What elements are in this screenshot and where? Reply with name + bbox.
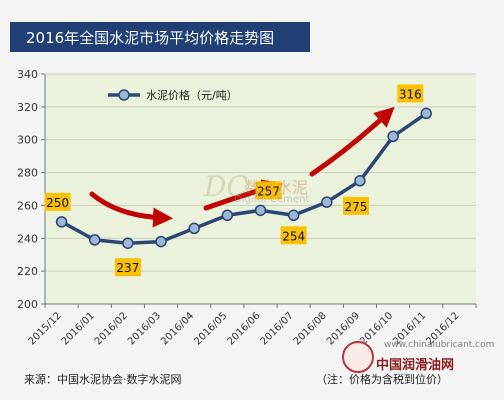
y-tick-label: 340 bbox=[17, 68, 38, 81]
y-tick-label: 220 bbox=[17, 265, 38, 278]
y-tick-label: 320 bbox=[17, 101, 38, 114]
data-label-box bbox=[44, 192, 71, 211]
x-tick-label: 2016/01 bbox=[60, 310, 97, 347]
price-note: （注：价格为含税到位价） bbox=[316, 373, 448, 386]
legend-label: 水泥价格（元/吨） bbox=[146, 88, 238, 102]
data-label-box bbox=[342, 196, 369, 215]
data-label: 254 bbox=[282, 229, 305, 243]
data-label: 257 bbox=[257, 184, 280, 198]
x-tick-label: 2016/03 bbox=[126, 310, 163, 347]
data-point bbox=[122, 237, 134, 249]
watermark-english: Digital-Cement bbox=[234, 194, 310, 205]
x-tick-label: 2016/05 bbox=[192, 310, 229, 347]
source-note: 来源：中国水泥协会·数字水泥网 bbox=[24, 373, 182, 386]
x-tick-label: 2016/08 bbox=[292, 310, 329, 347]
trend-arrow-down bbox=[89, 191, 173, 228]
x-tick-label: 2016/07 bbox=[259, 310, 296, 347]
watermark-logo: DC bbox=[204, 170, 248, 203]
data-label-box bbox=[255, 181, 282, 200]
chart-title: 2016年全国水泥市场平均价格走势图 bbox=[26, 29, 275, 47]
y-tick-label: 240 bbox=[17, 232, 38, 245]
x-tick-label: 2016/04 bbox=[159, 310, 196, 347]
data-label: 237 bbox=[116, 261, 139, 275]
data-point bbox=[287, 209, 300, 222]
data-label: 316 bbox=[399, 87, 422, 101]
data-point bbox=[221, 209, 234, 222]
data-point bbox=[88, 234, 101, 246]
x-tick-label: 2015/12 bbox=[27, 310, 64, 347]
data-label-box bbox=[397, 84, 424, 103]
y-tick-label: 280 bbox=[17, 167, 38, 180]
data-point bbox=[321, 196, 333, 208]
trend-arrow-up bbox=[309, 106, 395, 177]
data-point bbox=[387, 130, 399, 143]
watermark-name: 数字水泥 bbox=[244, 178, 309, 197]
y-tick-label: 260 bbox=[17, 199, 38, 212]
data-point bbox=[188, 222, 200, 235]
data-point bbox=[55, 216, 68, 228]
x-tick-label: 2016/06 bbox=[225, 310, 262, 347]
data-point bbox=[420, 107, 433, 120]
y-tick-label: 300 bbox=[17, 134, 38, 147]
data-point bbox=[155, 235, 167, 248]
data-label-box bbox=[280, 226, 307, 245]
y-tick-label: 200 bbox=[17, 298, 38, 311]
data-point bbox=[254, 204, 267, 217]
x-tick-label: 2016/02 bbox=[93, 310, 130, 347]
site-name: 中国润滑油网 bbox=[376, 358, 455, 373]
data-label: 275 bbox=[345, 200, 368, 214]
site-url: www.chinalubricant.com bbox=[384, 340, 495, 350]
data-label: 250 bbox=[46, 196, 69, 210]
legend-marker bbox=[118, 89, 130, 101]
data-point bbox=[354, 175, 366, 187]
data-label-box bbox=[114, 258, 141, 277]
chart-title-bar: 2016年全国水泥市场平均价格走势图 bbox=[10, 22, 310, 52]
site-logo-icon bbox=[342, 341, 374, 373]
